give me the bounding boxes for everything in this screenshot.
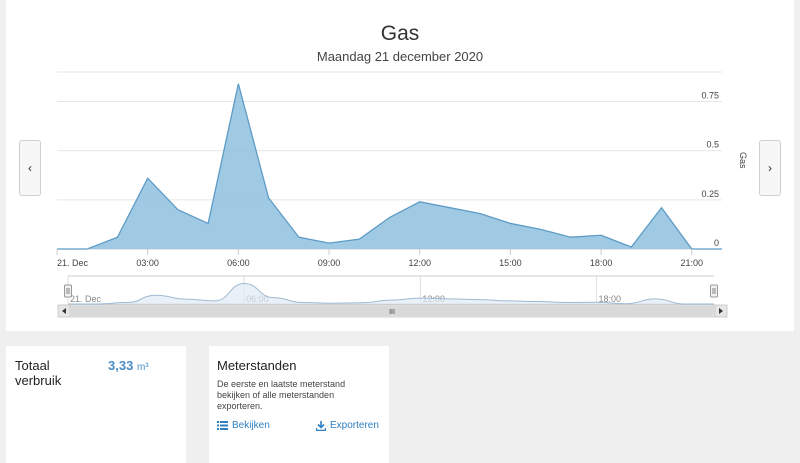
navigator-label: 21. Dec: [70, 294, 102, 304]
y-tick-label: 0.25: [701, 189, 719, 199]
chart-panel: Gas Maandag 21 december 2020 ‹ › Gas 0 0.…: [6, 0, 794, 331]
total-usage-label: Totaal verbruik: [15, 358, 62, 388]
y-tick-label: 0: [714, 238, 719, 248]
download-icon: [316, 420, 326, 431]
meter-readings-description: De eerste en laatste meterstand bekijken…: [217, 379, 346, 411]
x-tick-label: 21:00: [681, 258, 704, 268]
total-usage-value: 3,33 m³: [108, 358, 149, 373]
navigator-area: [68, 283, 714, 304]
export-readings-label: Exporteren: [330, 420, 379, 431]
list-icon: [217, 421, 228, 430]
total-usage-card: Totaal verbruik 3,33 m³: [6, 346, 186, 463]
y-tick-label: 0.5: [706, 140, 719, 150]
chart-title: Gas: [380, 22, 420, 45]
handle-body: [710, 284, 718, 298]
x-tick-label: 15:00: [499, 258, 522, 268]
navigator-handle-right[interactable]: [710, 284, 718, 298]
chart-subtitle: Maandag 21 december 2020: [316, 49, 484, 64]
scrollbar-grip: III: [389, 309, 395, 316]
export-readings-link[interactable]: Exporteren: [316, 420, 379, 431]
x-tick-label: 18:00: [590, 258, 613, 268]
total-usage-unit: m³: [136, 362, 149, 373]
x-tick-label: 12:00: [408, 258, 431, 268]
navigator-scrollbar[interactable]: III: [57, 304, 728, 318]
scrollbar-thumb: [70, 306, 715, 316]
x-tick-label: 21. Dec: [57, 258, 89, 268]
next-day-button[interactable]: ›: [759, 140, 781, 196]
handle-body: [64, 284, 72, 298]
chevron-left-icon: ‹: [28, 161, 32, 175]
x-tick-label: 09:00: [318, 258, 341, 268]
y-tick-label: 0.75: [701, 91, 719, 101]
total-usage-number: 3,33: [108, 358, 134, 373]
meter-readings-card: Meterstanden De eerste en laatste meters…: [209, 346, 389, 463]
x-tick-label: 06:00: [227, 258, 250, 268]
previous-day-button[interactable]: ‹: [19, 140, 41, 196]
view-readings-link[interactable]: Bekijken: [217, 420, 270, 431]
y-axis-title: Gas: [738, 152, 748, 169]
arrow-right-icon: [719, 308, 723, 314]
chevron-right-icon: ›: [768, 161, 772, 175]
series-area: [57, 83, 722, 249]
navigator-handle-left[interactable]: [64, 284, 72, 298]
navigator-line: [67, 282, 714, 305]
gas-area-chart: 0 0.25 0.5 0.75 21. Dec 03:00 06:00 09:00 12:00 1…: [56, 71, 728, 318]
navigator-label: 18:00: [599, 294, 622, 304]
arrow-left-icon: [62, 308, 66, 314]
meter-readings-title: Meterstanden: [217, 358, 297, 373]
x-tick-label: 03:00: [136, 258, 159, 268]
view-readings-label: Bekijken: [232, 420, 270, 431]
